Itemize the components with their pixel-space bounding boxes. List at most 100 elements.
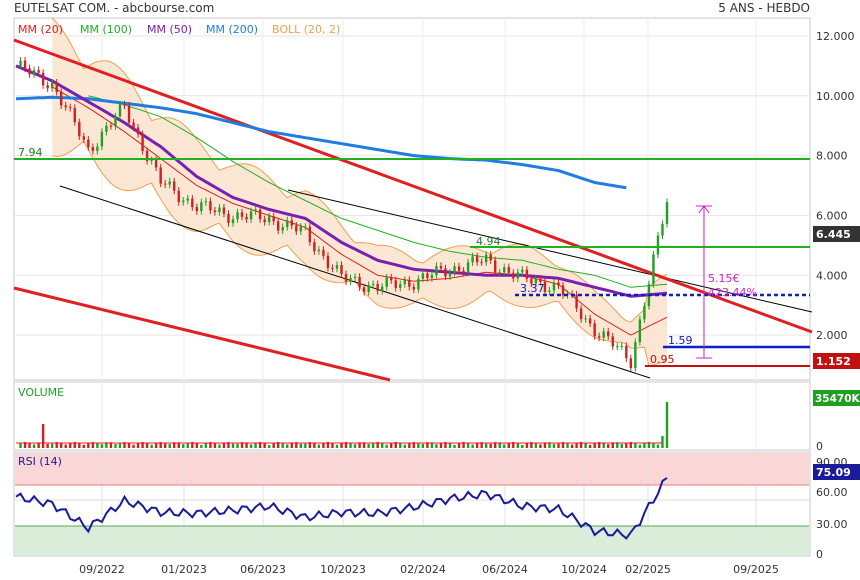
candle-body: [588, 318, 592, 324]
volume-bar: [272, 442, 275, 448]
volume-bar: [607, 444, 610, 448]
volume-bar: [335, 444, 339, 448]
volume-bar: [516, 442, 520, 448]
candle-body: [579, 308, 583, 320]
volume-bar: [561, 442, 565, 448]
candle-body: [521, 269, 524, 273]
volume-bar: [620, 444, 623, 448]
rsi-oversold-zone: [15, 526, 809, 555]
candle-body: [150, 160, 153, 162]
volume-bar: [380, 442, 384, 448]
candle-body: [91, 147, 95, 151]
volume-bar: [579, 442, 583, 448]
volume-bar: [557, 443, 560, 448]
candle-body: [403, 279, 406, 285]
rsi-label: RSI (14): [18, 455, 62, 468]
candle-body: [37, 70, 40, 73]
candle-body: [290, 220, 293, 226]
candle-body: [652, 254, 655, 285]
candle-body: [82, 136, 86, 140]
volume-bar: [566, 442, 569, 448]
candle-body: [231, 219, 235, 224]
volume-bar: [32, 444, 36, 448]
price-tick-label: 10.000: [816, 90, 855, 103]
volume-bar: [249, 444, 253, 448]
candle-body: [462, 270, 465, 273]
price-tick-label: 6.000: [816, 209, 848, 222]
candle-body: [421, 273, 425, 279]
candle-body: [326, 255, 330, 268]
rsi-tag: 75.09: [816, 466, 851, 479]
volume-bar: [358, 442, 361, 448]
volume-bar: [512, 442, 515, 448]
volume-bar: [295, 442, 298, 448]
candle-body: [168, 181, 171, 185]
volume-bar: [385, 444, 388, 448]
x-tick-label: 09/2022: [79, 563, 125, 576]
volume-bar: [204, 442, 208, 448]
candle-body: [512, 272, 515, 279]
volume-bar: [543, 442, 547, 448]
volume-bar: [394, 442, 397, 448]
volume-bar: [87, 442, 90, 448]
ma100-line: [88, 95, 668, 288]
legend: MM (20) MM (100) MM (50) MM (200) BOLL (20, …: [18, 23, 340, 36]
price-candles: [19, 57, 669, 372]
candle-body: [136, 127, 140, 135]
candle-body: [64, 105, 67, 108]
candle-body: [50, 82, 54, 89]
candle-body: [322, 249, 325, 256]
volume-bar: [593, 442, 596, 448]
candle-body: [204, 201, 208, 203]
volume-bar: [552, 443, 556, 448]
volume-bar: [548, 442, 551, 448]
volume-bar: [150, 444, 153, 448]
volume-bar: [28, 443, 31, 448]
candle-body: [475, 256, 479, 263]
volume-bar: [222, 442, 226, 448]
rsi-tag-bg: [813, 464, 860, 480]
volume-bar: [118, 443, 122, 448]
candle-body: [489, 254, 492, 261]
volume-bar: [435, 444, 438, 448]
candle-body: [620, 345, 623, 347]
volume-bar: [195, 442, 199, 448]
candle-body: [435, 266, 438, 276]
candle-body: [191, 198, 194, 208]
chart-title: EUTELSAT COM. - abcbourse.com: [14, 1, 214, 15]
candle-body: [218, 207, 221, 213]
volume-bar: [643, 442, 646, 448]
candle-body: [236, 212, 239, 220]
volume-bar: [625, 443, 628, 448]
chart-period: 5 ANS - HEBDO: [718, 1, 810, 15]
level-0-95-label: 0.95: [650, 353, 675, 366]
volume-bar: [245, 442, 248, 448]
volume-bar: [281, 443, 284, 448]
volume-bar: [371, 443, 375, 448]
volume-bar: [218, 444, 221, 448]
candle-body: [145, 150, 149, 161]
volume-bar: [231, 443, 235, 448]
candle-body: [349, 278, 352, 282]
volume-bar: [227, 442, 230, 448]
candle-body: [380, 286, 384, 292]
volume-bar: [661, 436, 664, 448]
candle-body: [100, 131, 104, 147]
x-tick-label: 02/2025: [625, 563, 671, 576]
candle-body: [331, 267, 334, 269]
low-price-tag: 1.152: [816, 355, 851, 368]
candle-body: [154, 160, 158, 168]
trend-line-bottom: [13, 286, 391, 382]
candle-body: [222, 207, 226, 214]
volume-bar: [539, 444, 542, 448]
legend-item: BOLL (20, 2): [272, 23, 340, 36]
volume-tag: 35470K: [815, 393, 860, 405]
candle-body: [195, 207, 199, 212]
candle-body: [118, 104, 122, 117]
volume-bar: [82, 444, 86, 448]
candle-body: [87, 139, 90, 148]
volume-panel: [13, 381, 811, 451]
candle-body: [32, 70, 36, 75]
volume-bar: [575, 443, 578, 448]
volume-bar: [37, 442, 40, 448]
